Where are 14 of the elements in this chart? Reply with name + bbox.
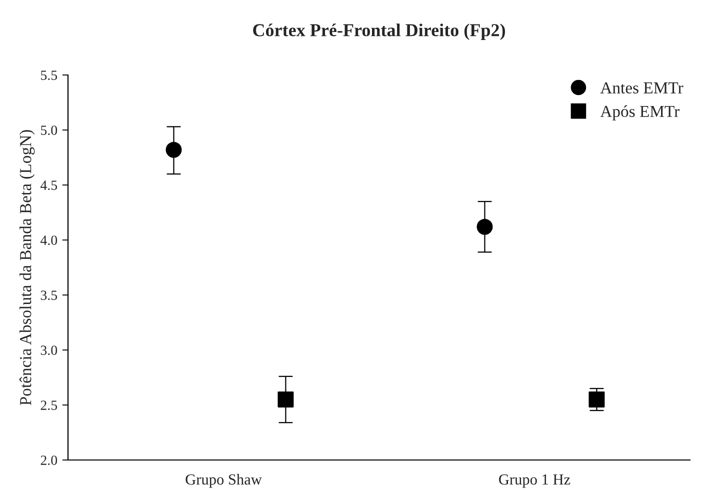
y-tick-label: 3.0	[40, 346, 58, 356]
y-tick-label: 5.5	[41, 70, 58, 80]
legend-label: Antes EMTr	[600, 82, 684, 94]
y-tick-label: 3.5	[40, 290, 58, 300]
x-tick-label: Grupo 1 Hz	[499, 474, 570, 488]
legend-label: Após EMTr	[600, 105, 680, 120]
y-axis-title: Potência Absoluta da Banda Beta (LogN)	[19, 130, 35, 406]
x-tick-label: Grupo Shaw	[186, 474, 262, 488]
y-tick-label: 2.5	[40, 400, 58, 410]
y-tick-label: 5.0	[41, 126, 58, 136]
y-tick-label: 2.0	[40, 456, 58, 466]
chart-title: Córtex Pré-Frontal Direito (Fp2)	[253, 24, 505, 40]
y-tick-label: 4.0	[40, 236, 58, 246]
y-tick-label: 4.5	[40, 180, 58, 190]
